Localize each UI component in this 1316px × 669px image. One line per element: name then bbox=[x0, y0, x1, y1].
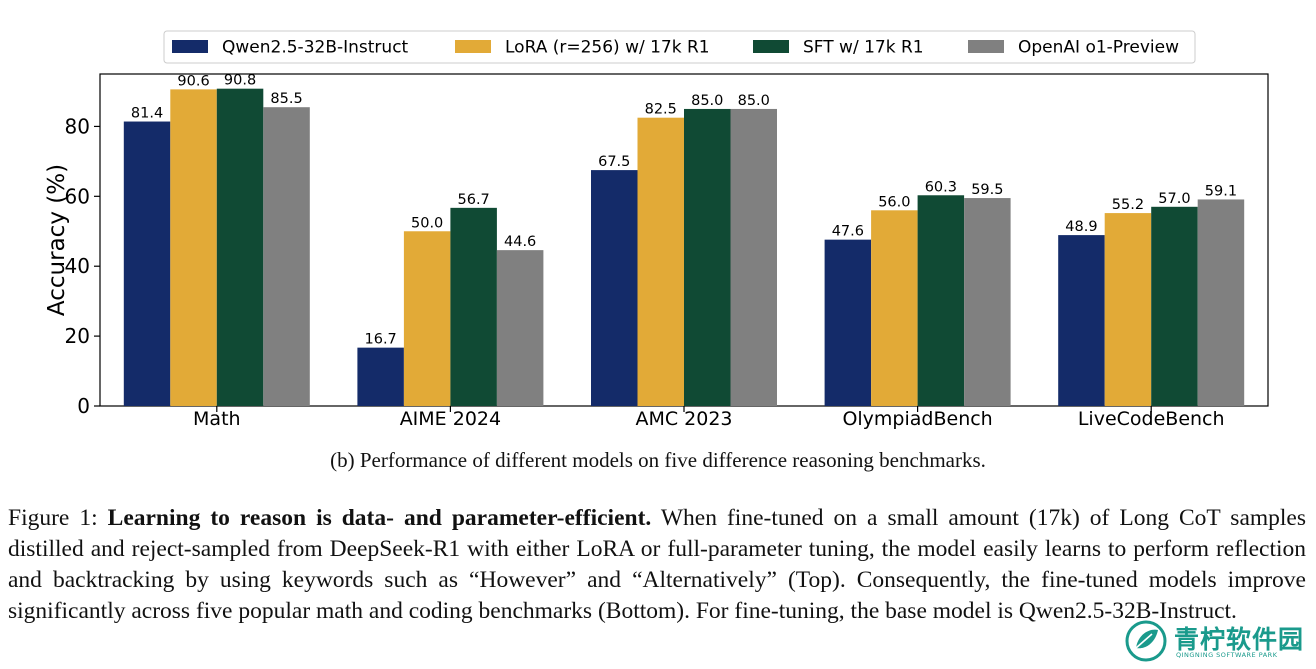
watermark-text: 青柠软件园 bbox=[1174, 625, 1305, 654]
bar-4-2 bbox=[496, 250, 544, 406]
data-label: 56.0 bbox=[878, 194, 910, 210]
y-axis: 0 20 40 60 80 bbox=[65, 114, 100, 418]
data-label: 48.9 bbox=[1065, 219, 1097, 235]
bar-3-5 bbox=[1151, 206, 1198, 406]
legend-swatch bbox=[455, 40, 491, 53]
legend-swatch bbox=[968, 40, 1004, 53]
data-label: 16.7 bbox=[365, 332, 397, 348]
bar-4-5 bbox=[1197, 199, 1245, 406]
data-label: 47.6 bbox=[832, 224, 864, 240]
bar-3-1 bbox=[216, 88, 264, 407]
bar-4-3 bbox=[730, 108, 777, 407]
y-tick-label: 0 bbox=[77, 394, 90, 418]
legend-frame bbox=[163, 30, 1196, 64]
legend-label: SFT w/ 17k R1 bbox=[803, 38, 924, 58]
bar-1-1 bbox=[123, 121, 171, 407]
data-label: 55.2 bbox=[1112, 197, 1144, 213]
watermark-logo: 青柠软件园 QINGNING SOFTWARE PARK bbox=[1122, 618, 1312, 664]
bar-2-1 bbox=[170, 89, 217, 407]
figure-caption: Figure 1: Learning to reason is data- an… bbox=[8, 503, 1306, 627]
bars: 81.4 90.6 90.8 85.5 16.7 50.0 56.7 44.6 67.5 82.5… bbox=[123, 73, 1245, 407]
bar-2-4 bbox=[871, 210, 918, 406]
data-label: 60.3 bbox=[925, 179, 957, 195]
bar-4-4 bbox=[964, 198, 1011, 406]
x-axis: Math AIME 2024 AMC 2023 OlympiadBench LiveCo… bbox=[193, 406, 1225, 430]
bar-2-2 bbox=[403, 231, 451, 406]
x-tick-label: AIME 2024 bbox=[400, 408, 501, 430]
caption-bold-title: Learning to reason is data- and paramete… bbox=[107, 505, 652, 531]
y-axis-label: Accuracy (%) bbox=[44, 164, 70, 316]
data-label: 50.0 bbox=[411, 215, 443, 231]
legend-label: OpenAI o1-Preview bbox=[1018, 38, 1179, 58]
bar-3-2 bbox=[450, 207, 497, 406]
bar-2-5 bbox=[1104, 213, 1152, 406]
x-tick-label: AMC 2023 bbox=[635, 408, 732, 430]
data-label: 67.5 bbox=[598, 154, 630, 170]
bar-3-3 bbox=[684, 108, 731, 407]
data-label: 56.7 bbox=[458, 192, 490, 208]
legend-label: Qwen2.5-32B-Instruct bbox=[222, 38, 409, 58]
x-tick-label: OlympiadBench bbox=[842, 408, 992, 430]
y-tick-label: 40 bbox=[65, 254, 90, 278]
legend: Qwen2.5-32B-Instruct LoRA (r=256) w/ 17k … bbox=[163, 30, 1196, 64]
y-tick-label: 80 bbox=[65, 114, 90, 138]
bar-2-3 bbox=[637, 117, 684, 407]
x-tick-label: LiveCodeBench bbox=[1078, 408, 1225, 430]
bar-1-4 bbox=[824, 239, 872, 406]
bar-1-5 bbox=[1058, 235, 1105, 406]
bar-3-4 bbox=[917, 195, 965, 406]
data-label: 85.0 bbox=[738, 93, 770, 109]
data-label: 85.5 bbox=[270, 91, 302, 107]
leaf-logo-icon bbox=[1125, 620, 1167, 662]
legend-label: LoRA (r=256) w/ 17k R1 bbox=[505, 38, 710, 58]
data-label: 59.1 bbox=[1205, 183, 1237, 199]
data-label: 82.5 bbox=[645, 102, 677, 118]
bar-chart: Qwen2.5-32B-Instruct LoRA (r=256) w/ 17k … bbox=[44, 30, 1269, 430]
y-tick-label: 60 bbox=[65, 184, 90, 208]
data-label: 59.5 bbox=[971, 182, 1003, 198]
data-label: 81.4 bbox=[131, 106, 163, 122]
watermark-subtext: QINGNING SOFTWARE PARK bbox=[1176, 651, 1278, 659]
bar-1-2 bbox=[357, 347, 404, 406]
legend-swatch bbox=[753, 40, 789, 53]
caption-body: When fine-tuned on a small amount (17k) … bbox=[8, 505, 1307, 624]
data-label: 85.0 bbox=[691, 93, 723, 109]
data-label: 57.0 bbox=[1158, 191, 1190, 207]
caption-label: Figure 1: bbox=[8, 505, 108, 531]
subcaption: (b) Performance of different models on f… bbox=[330, 448, 986, 472]
data-label: 90.6 bbox=[177, 73, 209, 89]
y-tick-label: 20 bbox=[65, 324, 90, 348]
legend-swatch bbox=[172, 40, 208, 53]
x-tick-label: Math bbox=[193, 408, 241, 430]
data-label: 90.8 bbox=[224, 73, 256, 89]
bar-1-3 bbox=[591, 170, 638, 406]
bar-4-1 bbox=[263, 107, 310, 406]
data-label: 44.6 bbox=[504, 234, 536, 250]
